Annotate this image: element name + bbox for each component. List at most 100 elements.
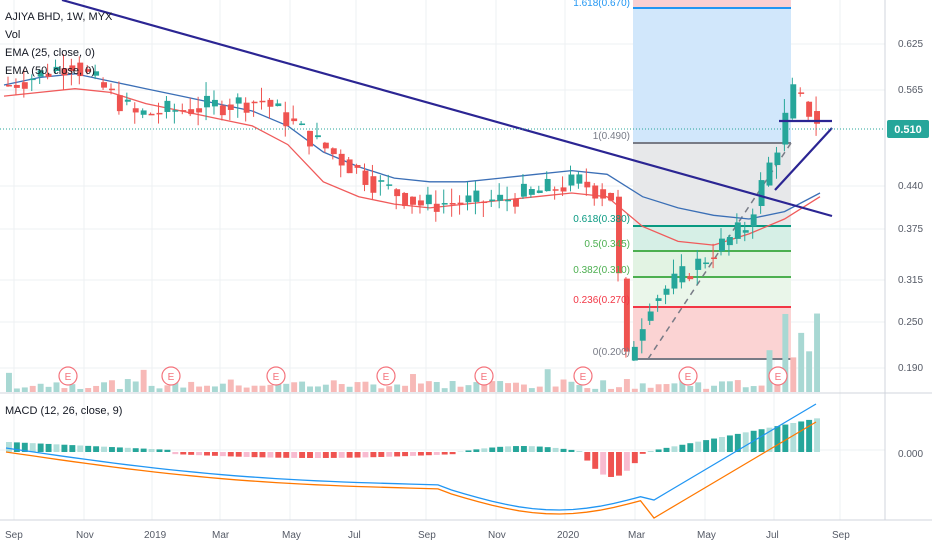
macd-signal-line: [5, 421, 817, 519]
candle-body: [251, 101, 258, 104]
earnings-marker-label: E: [685, 372, 692, 383]
candle-body: [77, 62, 84, 77]
volume-bar: [140, 369, 147, 392]
fib-label-0618: 0.618(0.380): [573, 214, 630, 225]
volume-bar: [378, 388, 385, 392]
volume-bar: [726, 381, 733, 392]
macd-histogram-bar: [164, 449, 171, 452]
candle-body: [314, 135, 321, 138]
macd-histogram-bar: [235, 452, 242, 457]
candle-body: [766, 162, 773, 186]
volume-bar: [520, 384, 527, 392]
price-axis[interactable]: 0.625 0.565 0.440 0.375 0.315 0.250 0.19…: [898, 39, 923, 460]
drawings[interactable]: [61, 0, 833, 218]
macd-histogram-bar: [536, 446, 543, 452]
macd-histogram-bar: [766, 427, 773, 452]
macd-histogram-bar: [513, 446, 519, 452]
volume-bar: [346, 386, 353, 392]
volume-bar: [711, 385, 718, 392]
volume-bar: [592, 388, 599, 392]
candle-body: [29, 78, 36, 81]
earnings-marker-label: E: [775, 372, 782, 383]
price-tick: 0.250: [898, 317, 923, 328]
time-tick: Mar: [628, 530, 646, 541]
candle-body: [85, 69, 92, 72]
macd-title: MACD (12, 26, close, 9): [5, 405, 122, 417]
macd-histogram-bar: [600, 452, 607, 475]
macd-histogram-bar: [307, 452, 313, 458]
macd-histogram-bar: [719, 436, 725, 452]
volume-bar: [584, 388, 591, 392]
candle-body: [394, 189, 401, 197]
legend-ema-25: EMA (25, close, 0): [5, 47, 95, 59]
macd-histogram-bar: [394, 452, 401, 457]
macd-histogram-bar: [21, 442, 28, 452]
macd-histogram-bar: [814, 418, 820, 452]
candle-body: [806, 101, 813, 117]
candle-body: [592, 185, 599, 199]
price-tick: 0.440: [898, 181, 923, 192]
candle-body: [536, 190, 543, 193]
time-axis[interactable]: Sep Nov 2019 Mar May Jul Sep Nov 2020 Ma…: [5, 530, 850, 541]
time-tick: 2019: [144, 530, 167, 541]
volume-bar: [505, 383, 512, 392]
price-tick: 0.315: [898, 275, 923, 286]
macd-histogram-bar: [782, 424, 789, 452]
volume-bar: [148, 385, 155, 392]
macd-histogram-bar: [576, 451, 583, 452]
macd-histogram-bar: [798, 421, 805, 452]
volume-bar: [481, 384, 488, 392]
trendline-down: [61, 0, 833, 218]
macd-histogram-bar: [584, 452, 591, 461]
candle-body: [457, 202, 464, 205]
macd-histogram-bar: [69, 445, 76, 452]
volume-bar: [742, 387, 749, 392]
fib-zone-top: [633, 0, 791, 8]
volume-bar: [227, 379, 234, 392]
candle-body: [631, 346, 638, 361]
time-tick: 2020: [557, 530, 580, 541]
legend: AJIYA BHD, 1W, MYX Vol EMA (25, close, 0…: [5, 11, 113, 77]
macd-histogram-bar: [314, 452, 321, 458]
candle-body: [291, 118, 298, 122]
volume-bar: [13, 388, 20, 392]
candle-body: [734, 222, 741, 239]
candle-body: [671, 273, 678, 289]
volume-bar: [21, 387, 28, 392]
macd-histogram-bar: [299, 452, 306, 458]
volume-bar: [497, 381, 504, 392]
candle-body: [703, 262, 710, 265]
macd-histogram-bar: [291, 452, 298, 458]
candle-body: [140, 110, 147, 115]
time-tick: Mar: [212, 530, 230, 541]
fib-label-0382: 0.382(0.310): [573, 265, 630, 276]
macd-line: [5, 403, 817, 511]
volume-bar: [758, 385, 765, 392]
price-tick: 0.375: [898, 224, 923, 235]
macd-histogram-bar: [61, 444, 68, 452]
volume-bar: [695, 382, 702, 392]
volume-bar: [85, 388, 92, 392]
candle-body: [489, 199, 496, 202]
macd-histogram-bar: [417, 452, 424, 456]
candle-body: [600, 189, 607, 199]
macd-histogram-bar: [93, 446, 100, 452]
volume-bar: [354, 382, 361, 392]
macd-histogram-bar: [227, 452, 234, 457]
macd-histogram-bar: [172, 452, 179, 455]
macd-histogram-bar: [85, 445, 92, 452]
candle-body: [275, 103, 282, 107]
candle-body: [552, 189, 559, 191]
candle-body: [417, 200, 424, 206]
volume-bar: [513, 382, 519, 392]
fib-retracement[interactable]: [633, 0, 792, 360]
macd-histogram-bar: [108, 447, 115, 452]
volume-bar: [211, 386, 218, 392]
macd-histogram-bar: [774, 426, 781, 452]
macd-histogram-bar: [37, 443, 44, 452]
price-tick: 0.565: [898, 85, 923, 96]
macd-histogram-bar: [283, 452, 290, 458]
